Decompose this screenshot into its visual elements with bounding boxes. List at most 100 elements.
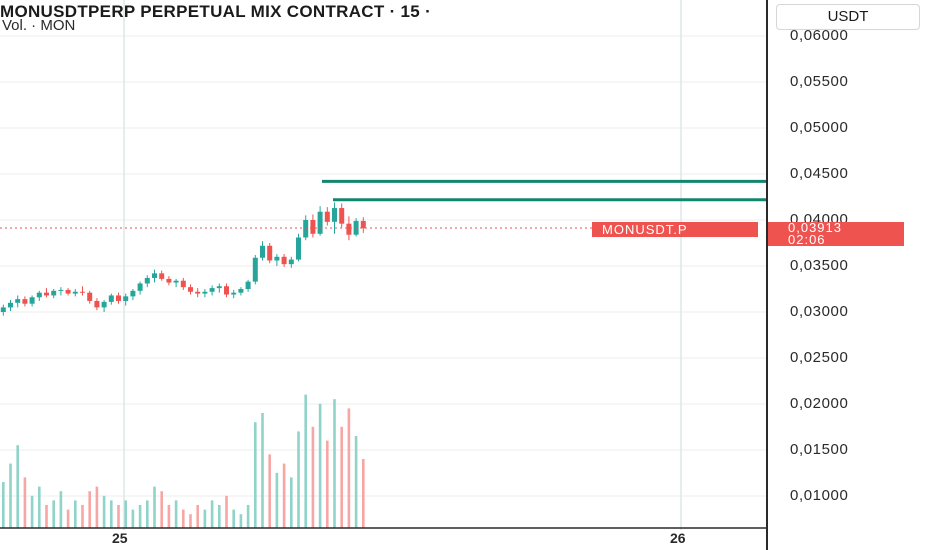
candle <box>324 207 330 226</box>
volume-bar <box>182 509 185 528</box>
volume-bar <box>246 505 250 528</box>
volume-bars <box>2 394 365 528</box>
candle <box>173 278 179 288</box>
candle <box>8 300 13 312</box>
volume-bar <box>45 505 48 528</box>
price-axis-label: 0,01000 <box>790 487 849 504</box>
volume-bar <box>59 491 63 528</box>
candle <box>58 287 64 296</box>
candle <box>260 241 265 261</box>
candle <box>245 279 251 292</box>
volume-bar <box>297 431 300 528</box>
drawn-horizontal-lines[interactable] <box>322 179 766 202</box>
volume-bar <box>225 495 228 528</box>
volume-bar <box>232 509 235 528</box>
candle <box>274 254 280 266</box>
candle <box>108 293 114 305</box>
candle <box>332 202 337 234</box>
volume-bar <box>254 422 257 528</box>
candle <box>152 269 157 283</box>
volume-bar <box>124 500 127 528</box>
candle <box>216 283 222 293</box>
volume-bar <box>66 509 70 528</box>
price-axis-label: 0,02500 <box>790 349 849 366</box>
volume-bar <box>189 514 192 528</box>
volume-bar <box>347 408 351 528</box>
candle <box>94 298 100 311</box>
price-axis-label: 0,01500 <box>790 441 849 458</box>
candlestick-chart[interactable] <box>0 0 766 530</box>
volume-bar <box>203 509 207 528</box>
volume-bar <box>146 500 149 528</box>
price-axis-label: 0,04500 <box>790 165 849 182</box>
candle <box>22 296 28 307</box>
volume-bar <box>210 500 214 528</box>
candle <box>238 287 244 296</box>
price-axis-label: 0,05500 <box>790 73 849 90</box>
price-axis-label: 0,03000 <box>790 303 849 320</box>
volume-bar <box>340 426 343 528</box>
volume-bar <box>88 491 91 528</box>
volume-bar <box>138 505 142 528</box>
volume-bar <box>52 500 55 528</box>
candle <box>130 289 136 301</box>
candle <box>195 288 201 298</box>
volume-bar <box>311 426 315 528</box>
volume-bar <box>261 413 264 528</box>
volume-bar <box>167 505 171 528</box>
price-axis-label: 0,06000 <box>790 27 849 44</box>
volume-bar <box>326 440 329 528</box>
candle <box>87 290 93 304</box>
volume-bar <box>117 505 120 528</box>
candle <box>353 218 359 237</box>
volume-bar <box>23 477 27 528</box>
candle <box>296 233 301 262</box>
candle <box>159 270 165 281</box>
candle <box>65 288 71 296</box>
candle <box>0 304 6 316</box>
volume-bar <box>153 486 156 528</box>
candle <box>180 277 186 290</box>
candle <box>188 284 193 295</box>
currency-button[interactable]: USDT <box>776 4 920 30</box>
candle <box>15 295 21 308</box>
candle <box>202 289 208 298</box>
candle <box>310 214 316 238</box>
price-axis[interactable] <box>766 0 768 550</box>
candle <box>288 256 294 268</box>
candles <box>0 202 366 316</box>
volume-bar <box>174 500 178 528</box>
volume-bar <box>268 454 271 528</box>
candle <box>123 293 129 306</box>
volume-bar <box>275 472 279 528</box>
candle <box>51 289 57 299</box>
grid-lines <box>0 35 766 497</box>
volume-bar <box>95 486 99 528</box>
candle <box>36 290 42 301</box>
candle <box>317 206 323 236</box>
volume-bar <box>81 505 84 528</box>
volume-bar <box>333 399 336 528</box>
volume-bar <box>318 403 322 528</box>
candle <box>137 281 143 295</box>
volume-bar <box>304 394 307 528</box>
price-axis-label: 0,05000 <box>790 119 849 136</box>
symbol-tag: MONUSDT.P <box>592 222 758 237</box>
candle <box>252 254 258 285</box>
volume-bar <box>239 514 243 528</box>
candle <box>144 275 150 288</box>
bar-countdown: 02:06 <box>788 232 826 247</box>
last-price-tag: 0,03913 02:06 <box>768 220 904 247</box>
volume-bar <box>38 486 41 528</box>
candle <box>72 289 78 297</box>
candle <box>360 217 366 233</box>
candle <box>224 283 229 298</box>
candle <box>339 203 345 228</box>
candle <box>80 286 85 296</box>
volume-bar <box>102 495 106 528</box>
volume-bar <box>9 463 12 528</box>
volume-bar <box>110 500 113 528</box>
last-price-value: 0,03913 <box>788 220 842 235</box>
volume-bar <box>362 459 365 528</box>
volume-bar <box>74 500 77 528</box>
